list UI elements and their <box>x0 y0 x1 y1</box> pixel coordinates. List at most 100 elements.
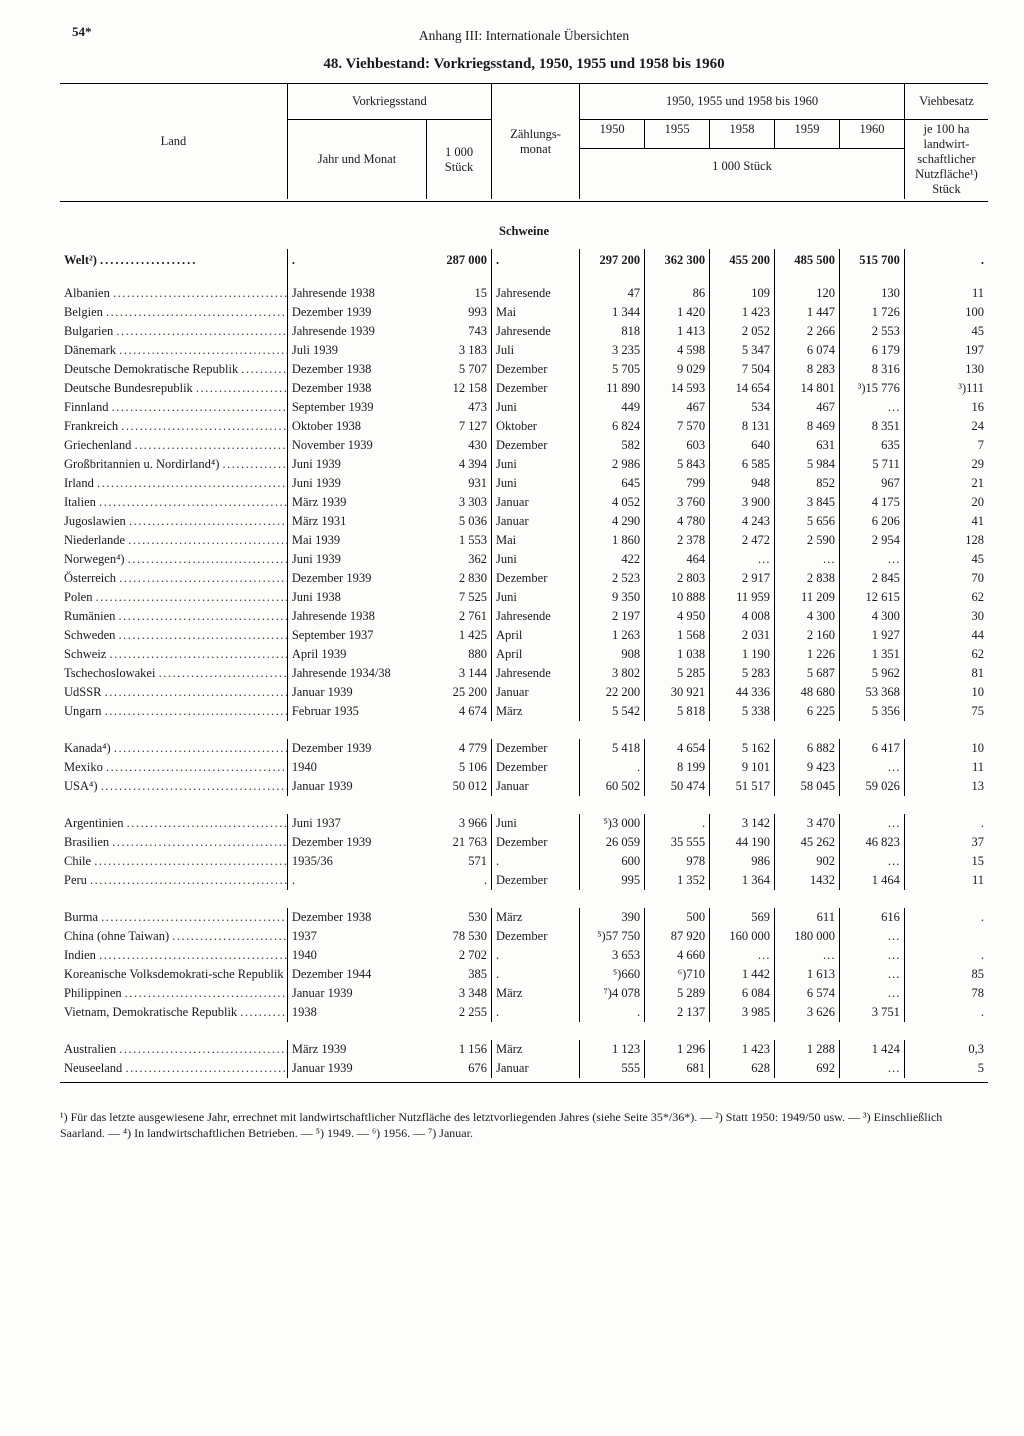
cell-k: 571 <box>427 852 492 871</box>
table-row: USA⁴) ..................................… <box>60 777 988 796</box>
cell-jahr: 1940 <box>287 758 426 777</box>
cell-1960: 635 <box>839 436 904 455</box>
cell-vb: 45 <box>904 322 988 341</box>
cell-land: Brasilien ..............................… <box>60 833 287 852</box>
cell-1958: 534 <box>710 398 775 417</box>
cell-zm: Juni <box>492 588 580 607</box>
cell-1950: 2 197 <box>580 607 645 626</box>
cell-1959: 14 801 <box>775 379 840 398</box>
cell-vb: 30 <box>904 607 988 626</box>
cell-zm: Juli <box>492 341 580 360</box>
livestock-table: Land Vorkriegsstand Zählungs-monat 1950,… <box>60 83 988 1083</box>
col-periode: 1950, 1955 und 1958 bis 1960 <box>580 84 905 120</box>
cell-vb: 45 <box>904 550 988 569</box>
cell-k: 3 348 <box>427 984 492 1003</box>
col-1955: 1955 <box>645 120 710 149</box>
cell-1959: 902 <box>775 852 840 871</box>
cell-k: 3 303 <box>427 493 492 512</box>
table-row: Schweden ...............................… <box>60 626 988 645</box>
cell-1955: 50 474 <box>645 777 710 796</box>
cell-1960: 46 823 <box>839 833 904 852</box>
table-row: UdSSR ..................................… <box>60 683 988 702</box>
cell-1958: 44 336 <box>710 683 775 702</box>
cell-1959: 5 984 <box>775 455 840 474</box>
cell-1960: 5 356 <box>839 702 904 721</box>
cell-zm: März <box>492 702 580 721</box>
cell-1959: 8 469 <box>775 417 840 436</box>
cell-1960: 1 927 <box>839 626 904 645</box>
cell-1950: 555 <box>580 1059 645 1078</box>
cell-k: 287 000 <box>427 249 492 284</box>
cell-1955: 10 888 <box>645 588 710 607</box>
cell-1959: 852 <box>775 474 840 493</box>
cell-vb: 78 <box>904 984 988 1003</box>
cell-1955: 4 654 <box>645 739 710 758</box>
cell-1960: 3 751 <box>839 1003 904 1022</box>
cell-1958: 5 347 <box>710 341 775 360</box>
cell-1959: 4 300 <box>775 607 840 626</box>
cell-jahr: Juni 1937 <box>287 814 426 833</box>
cell-zm: Dezember <box>492 379 580 398</box>
cell-1958: 4 008 <box>710 607 775 626</box>
cell-1950: 1 860 <box>580 531 645 550</box>
cell-land: USA⁴) ..................................… <box>60 777 287 796</box>
cell-1950: 422 <box>580 550 645 569</box>
cell-1959: 6 225 <box>775 702 840 721</box>
cell-1955: 35 555 <box>645 833 710 852</box>
col-1000-stueck-sub: 1 000 Stück <box>580 148 905 199</box>
cell-land: Kanada⁴) ...............................… <box>60 739 287 758</box>
cell-vb: 44 <box>904 626 988 645</box>
cell-1950: 5 705 <box>580 360 645 379</box>
running-header: Anhang III: Internationale Übersichten <box>60 28 988 44</box>
cell-land: Peru ...................................… <box>60 871 287 890</box>
cell-zm: Dezember <box>492 871 580 890</box>
cell-1950: 6 824 <box>580 417 645 436</box>
footnotes: ¹) Für das letzte ausgewiesene Jahr, err… <box>60 1109 988 1141</box>
table-body: Schweine Welt²) ................... . 28… <box>60 202 988 1083</box>
cell-1959: 8 283 <box>775 360 840 379</box>
cell-1950: 4 290 <box>580 512 645 531</box>
cell-1959: 611 <box>775 908 840 927</box>
cell-zm: Januar <box>492 493 580 512</box>
cell-land: Tschechoslowakei .......................… <box>60 664 287 683</box>
table-row: Tschechoslowakei .......................… <box>60 664 988 683</box>
cell-1960: 4 175 <box>839 493 904 512</box>
table-row: Philippinen ............................… <box>60 984 988 1003</box>
table-row: Irland .................................… <box>60 474 988 493</box>
table-row: Dänemark ...............................… <box>60 341 988 360</box>
cell-vb: ³)111 <box>904 379 988 398</box>
cell-1959: 6 074 <box>775 341 840 360</box>
cell-1950: 9 350 <box>580 588 645 607</box>
cell-land: Griechenland ...........................… <box>60 436 287 455</box>
cell-zm: . <box>492 1003 580 1022</box>
cell-jahr: Oktober 1938 <box>287 417 426 436</box>
cell-k: 2 255 <box>427 1003 492 1022</box>
cell-1958: 628 <box>710 1059 775 1078</box>
cell-k: 362 <box>427 550 492 569</box>
cell-zm: Dezember <box>492 833 580 852</box>
cell-land: Rumänien ...............................… <box>60 607 287 626</box>
cell-1958: 6 084 <box>710 984 775 1003</box>
cell-1960: … <box>839 398 904 417</box>
cell-1955: . <box>645 814 710 833</box>
cell-jahr: 1938 <box>287 1003 426 1022</box>
cell-1959: 485 500 <box>775 249 840 284</box>
table-row: Österreich .............................… <box>60 569 988 588</box>
cell-zm: April <box>492 626 580 645</box>
cell-1950: 5 418 <box>580 739 645 758</box>
cell-1958: 5 283 <box>710 664 775 683</box>
section-header: Schweine <box>60 202 988 250</box>
cell-1958: 1 190 <box>710 645 775 664</box>
cell-land: Polen ..................................… <box>60 588 287 607</box>
cell-1959: 120 <box>775 284 840 303</box>
cell-1955: 1 296 <box>645 1040 710 1059</box>
cell-1955: 978 <box>645 852 710 871</box>
cell-1950: 2 986 <box>580 455 645 474</box>
cell-1959: 2 838 <box>775 569 840 588</box>
cell-1959: 5 687 <box>775 664 840 683</box>
cell-vb: 15 <box>904 852 988 871</box>
cell-zm: Januar <box>492 777 580 796</box>
table-row <box>60 796 988 814</box>
cell-1955: 4 780 <box>645 512 710 531</box>
cell-vb: 10 <box>904 739 988 758</box>
